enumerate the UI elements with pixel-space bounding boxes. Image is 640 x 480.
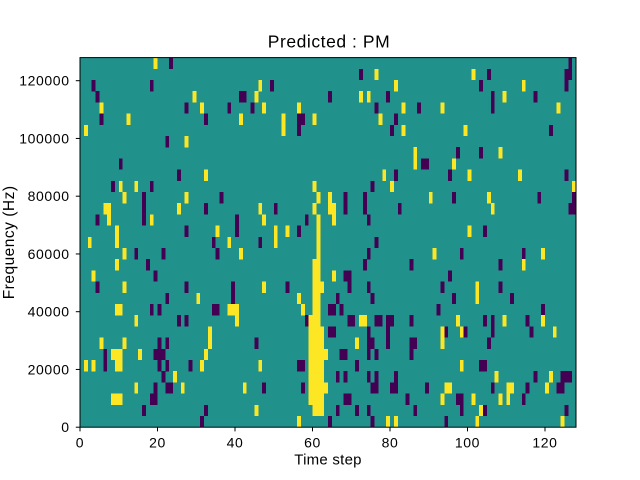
svg-text:120000: 120000: [19, 73, 69, 89]
svg-text:40: 40: [227, 435, 244, 451]
svg-text:120: 120: [532, 435, 557, 451]
svg-text:100000: 100000: [19, 130, 69, 146]
svg-text:20000: 20000: [28, 361, 70, 377]
svg-text:20: 20: [149, 435, 166, 451]
svg-text:Frequency (Hz): Frequency (Hz): [1, 185, 18, 299]
svg-text:Time step: Time step: [294, 452, 362, 469]
svg-text:40000: 40000: [28, 304, 70, 320]
svg-text:0: 0: [61, 419, 69, 435]
svg-text:100: 100: [455, 435, 480, 451]
svg-text:60: 60: [304, 435, 321, 451]
svg-text:0: 0: [76, 435, 84, 451]
svg-text:60000: 60000: [28, 246, 70, 262]
svg-text:80000: 80000: [28, 188, 70, 204]
svg-text:80: 80: [382, 435, 399, 451]
svg-text:Predicted : PM: Predicted : PM: [268, 32, 390, 52]
